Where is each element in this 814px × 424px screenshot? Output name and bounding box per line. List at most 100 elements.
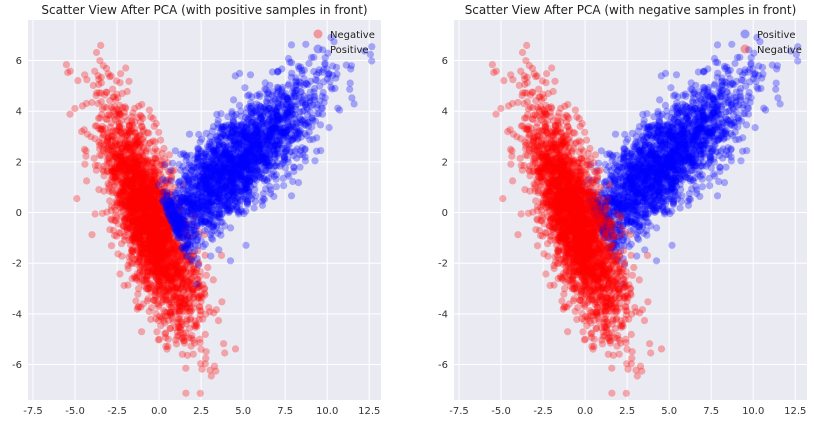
point-negative [162, 249, 171, 257]
point-negative [132, 162, 140, 170]
point-negative [178, 253, 187, 261]
point-negative [147, 113, 155, 121]
point-negative [150, 208, 158, 216]
point-negative [145, 106, 153, 114]
point-negative [154, 336, 162, 344]
point-negative [160, 182, 168, 190]
point-negative [212, 306, 220, 314]
point-negative [168, 237, 177, 245]
point-positive [292, 98, 300, 106]
point-negative [129, 226, 138, 234]
point-negative [150, 122, 158, 130]
point-negative [151, 287, 159, 295]
point-negative [154, 246, 162, 254]
point-negative [66, 67, 74, 75]
point-negative [218, 298, 226, 306]
point-negative [104, 70, 112, 78]
point-negative [98, 123, 107, 131]
point-negative [145, 194, 153, 202]
legend-marker-left-1 [313, 44, 323, 54]
point-positive [213, 110, 221, 118]
point-negative [171, 262, 179, 270]
point-negative [94, 72, 102, 80]
point-negative [122, 104, 130, 112]
point-negative [197, 360, 205, 368]
point-negative [134, 232, 142, 240]
point-positive [179, 182, 187, 190]
point-negative [183, 317, 191, 325]
point-negative [132, 196, 140, 204]
point-positive [205, 200, 214, 208]
point-negative [160, 144, 168, 153]
point-negative [185, 334, 193, 342]
point-negative [153, 223, 161, 232]
point-negative [111, 216, 119, 225]
point-negative [214, 317, 223, 325]
point-positive [266, 99, 274, 107]
point-negative [111, 167, 119, 175]
point-negative [181, 217, 189, 225]
point-negative [160, 219, 168, 227]
point-negative [160, 213, 169, 221]
point-positive [252, 192, 260, 200]
point-negative [178, 281, 186, 289]
point-negative [123, 117, 132, 125]
point-negative [132, 141, 140, 149]
point-negative [82, 99, 91, 108]
point-positive [225, 149, 233, 157]
point-negative [182, 389, 190, 397]
point-negative [102, 88, 110, 96]
point-negative [97, 89, 105, 97]
point-negative [152, 293, 160, 301]
point-negative [176, 311, 184, 319]
point-negative [144, 196, 152, 204]
point-negative [145, 207, 154, 215]
point-negative [130, 233, 138, 241]
point-negative [164, 266, 172, 274]
point-negative [117, 158, 125, 166]
x-tick-label: 7.5 [277, 406, 293, 417]
point-negative [153, 328, 161, 336]
point-negative [152, 186, 160, 194]
x-tick-label: 12.5 [358, 406, 380, 417]
point-negative [176, 265, 184, 273]
point-negative [187, 267, 195, 275]
point-negative [148, 220, 156, 228]
point-negative [131, 133, 140, 141]
point-negative [154, 264, 163, 272]
point-negative [149, 230, 157, 238]
point-negative [94, 100, 102, 108]
point-negative [159, 289, 167, 297]
point-negative [131, 104, 139, 112]
point-positive [255, 169, 263, 177]
point-negative [142, 206, 150, 215]
point-positive [232, 173, 240, 181]
point-negative [170, 275, 178, 283]
point-positive [255, 148, 263, 156]
point-negative [144, 197, 152, 205]
point-negative [151, 264, 159, 273]
point-negative [97, 79, 105, 87]
point-negative [62, 61, 70, 69]
point-negative [164, 261, 172, 269]
point-negative [197, 297, 205, 306]
point-negative [151, 231, 159, 239]
point-negative [148, 177, 157, 185]
point-negative [169, 283, 177, 291]
point-positive [250, 204, 258, 212]
point-positive [321, 54, 329, 62]
point-negative [146, 233, 154, 241]
point-positive [313, 134, 321, 142]
point-negative [154, 249, 162, 257]
point-positive [215, 159, 223, 167]
legend-label-left-1: Positive [330, 45, 369, 56]
point-negative [132, 148, 140, 156]
point-negative [97, 125, 105, 133]
point-positive [226, 257, 235, 265]
point-negative [153, 241, 161, 249]
point-negative [167, 246, 175, 254]
point-positive [368, 43, 376, 51]
point-positive [193, 164, 201, 172]
point-negative [136, 231, 144, 239]
